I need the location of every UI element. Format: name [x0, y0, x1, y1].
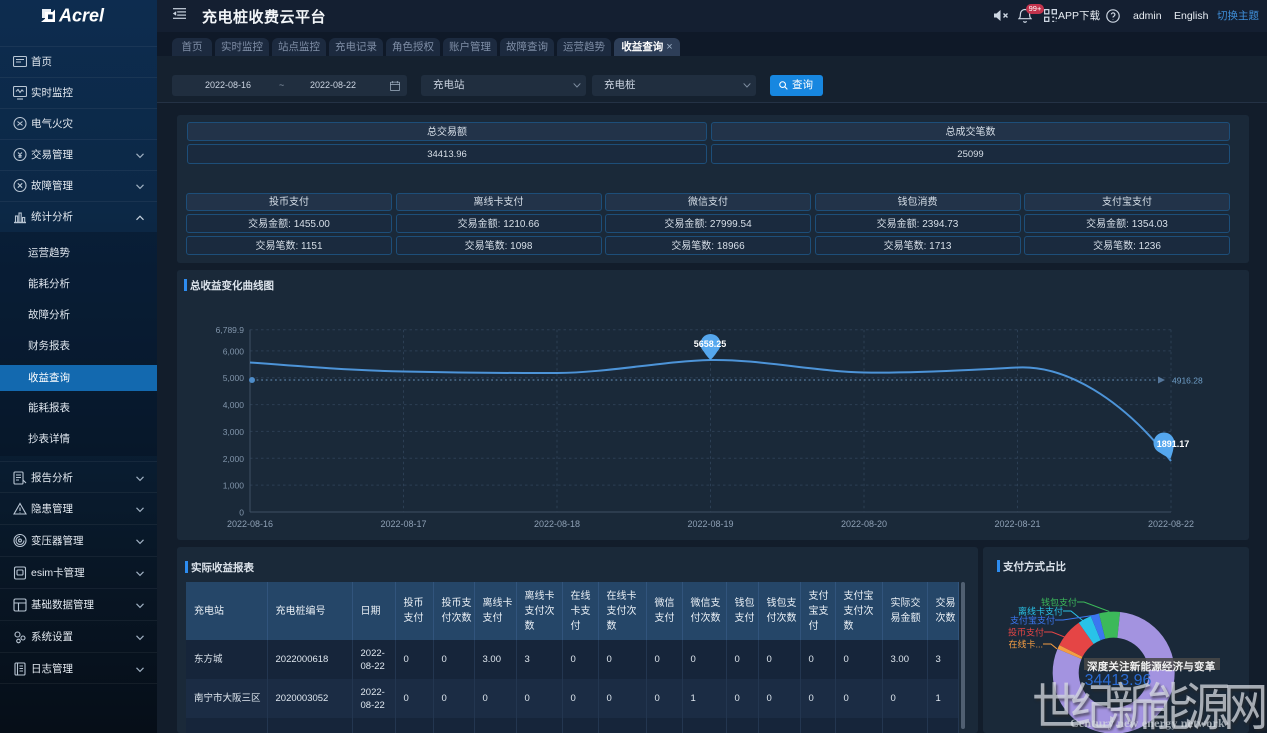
- svg-text:投币支付: 投币支付: [1008, 627, 1044, 638]
- svg-text:5658.25: 5658.25: [694, 339, 727, 349]
- svg-text:6,000: 6,000: [223, 346, 245, 356]
- svg-text:2022-08-19: 2022-08-19: [687, 519, 733, 529]
- svg-text:34413.96: 34413.96: [1085, 672, 1152, 689]
- svg-text:4,000: 4,000: [223, 400, 245, 410]
- svg-text:6,789.9: 6,789.9: [216, 325, 245, 335]
- svg-text:离线卡支付: 离线卡支付: [1018, 606, 1063, 617]
- svg-text:3,000: 3,000: [223, 427, 245, 437]
- svg-text:Acrel: Acrel: [58, 6, 105, 26]
- svg-text:5,000: 5,000: [223, 373, 245, 383]
- svg-text:在线卡...: 在线卡...: [1008, 639, 1043, 650]
- svg-text:4916.28: 4916.28: [1172, 376, 1203, 386]
- svg-text:1,000: 1,000: [223, 481, 245, 491]
- svg-text:0: 0: [239, 508, 244, 518]
- svg-text:2022-08-20: 2022-08-20: [841, 519, 887, 529]
- svg-text:1891.17: 1891.17: [1157, 439, 1190, 449]
- svg-text:2,000: 2,000: [223, 454, 245, 464]
- svg-text:支付宝支付: 支付宝支付: [1010, 615, 1055, 626]
- svg-text:2022-08-17: 2022-08-17: [380, 519, 426, 529]
- svg-text:钱包支付: 钱包支付: [1041, 597, 1077, 608]
- svg-text:2022-08-21: 2022-08-21: [994, 519, 1040, 529]
- svg-text:2022-08-16: 2022-08-16: [227, 519, 273, 529]
- svg-text:2022-08-18: 2022-08-18: [534, 519, 580, 529]
- svg-text:2022-08-22: 2022-08-22: [1148, 519, 1194, 529]
